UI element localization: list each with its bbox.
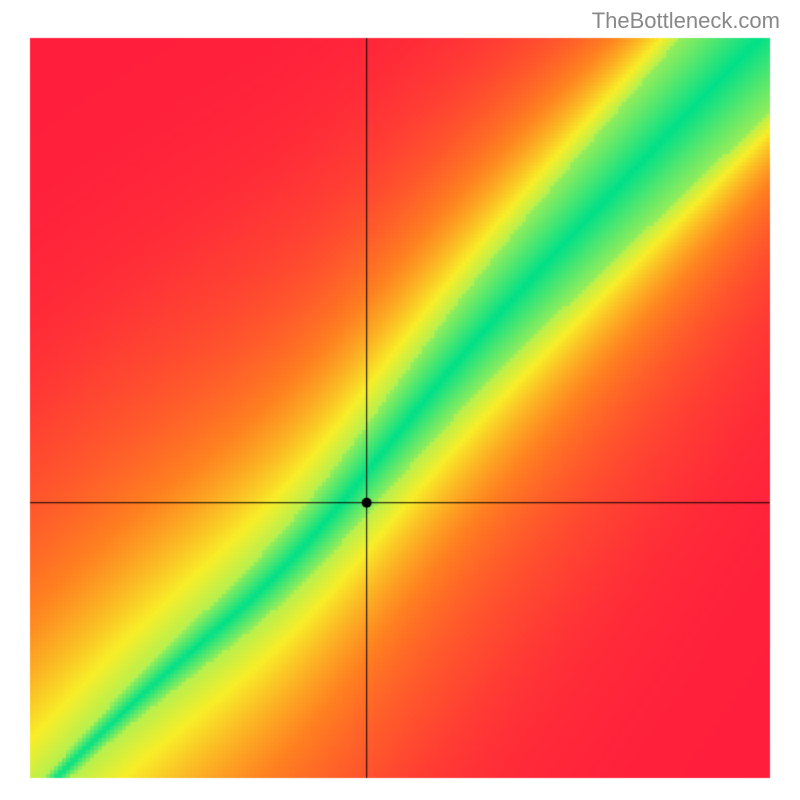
watermark-text: TheBottleneck.com bbox=[592, 8, 780, 34]
chart-container: TheBottleneck.com bbox=[0, 0, 800, 800]
heatmap-canvas bbox=[0, 0, 800, 800]
